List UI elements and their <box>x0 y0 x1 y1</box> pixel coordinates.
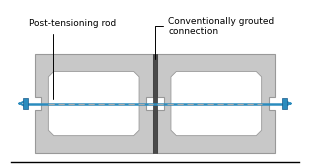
Polygon shape <box>157 54 275 153</box>
Bar <box>153 54 157 153</box>
Text: Conventionally grouted
connection: Conventionally grouted connection <box>155 17 275 59</box>
Bar <box>281 99 287 109</box>
Text: Post-tensioning rod: Post-tensioning rod <box>29 19 117 99</box>
Polygon shape <box>171 71 262 136</box>
Bar <box>23 99 29 109</box>
Polygon shape <box>35 54 153 153</box>
Polygon shape <box>48 71 139 136</box>
